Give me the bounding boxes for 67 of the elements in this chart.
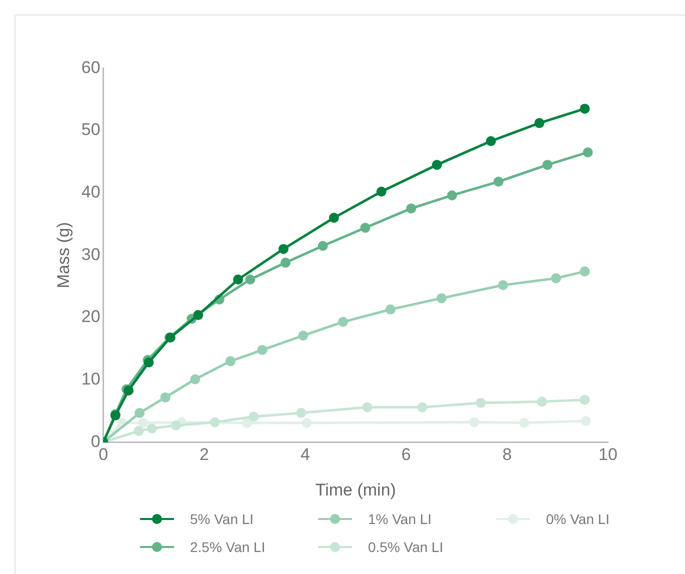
- point: [486, 136, 496, 146]
- point: [160, 392, 170, 402]
- legend-label: 0.5% Van LI: [368, 539, 444, 555]
- point: [338, 316, 348, 327]
- x-tick-label: 10: [598, 445, 618, 464]
- point: [278, 244, 288, 254]
- point: [298, 330, 308, 341]
- point: [580, 104, 590, 114]
- point: [193, 310, 204, 320]
- y-tick-label: 20: [81, 307, 100, 326]
- point: [536, 396, 547, 407]
- x-tick-label: 8: [502, 445, 512, 464]
- point: [170, 420, 181, 430]
- point: [493, 176, 504, 187]
- point: [328, 212, 339, 223]
- point: [257, 344, 268, 355]
- point: [519, 418, 530, 428]
- legend-label: 5% Van LI: [190, 511, 254, 527]
- point: [360, 222, 370, 233]
- point: [233, 274, 244, 285]
- point: [385, 304, 396, 314]
- point: [498, 280, 508, 290]
- point: [580, 416, 591, 426]
- legend-label: 2.5% Van LI: [190, 539, 266, 555]
- x-axis-title: Time (min): [315, 480, 396, 500]
- point: [582, 147, 593, 158]
- point: [146, 423, 157, 434]
- point: [534, 118, 544, 128]
- point: [406, 203, 416, 214]
- point: [138, 418, 148, 428]
- legend-label: 1% Van LI: [368, 511, 432, 527]
- point: [248, 412, 259, 422]
- point: [280, 258, 291, 268]
- point: [318, 240, 328, 251]
- x-tick-label: 6: [401, 445, 411, 464]
- point: [580, 394, 590, 405]
- x-tick-label: 2: [200, 445, 209, 464]
- point: [447, 190, 458, 200]
- point: [190, 374, 200, 384]
- point: [580, 266, 590, 276]
- point: [432, 160, 442, 170]
- point: [362, 402, 372, 412]
- y-tick-label: 40: [81, 182, 100, 202]
- point: [225, 356, 236, 366]
- y-tick-label: 30: [81, 244, 100, 264]
- y-tick-label: 10: [81, 370, 100, 389]
- point: [134, 408, 145, 418]
- point: [551, 273, 562, 284]
- y-axis-title: Mass (g): [54, 222, 73, 288]
- y-tick-label: 0: [90, 432, 100, 451]
- point: [469, 417, 480, 428]
- point: [302, 418, 312, 428]
- y-tick-label: 50: [81, 120, 100, 140]
- point: [245, 274, 256, 285]
- point: [417, 402, 428, 412]
- y-tick-label: 60: [81, 58, 100, 77]
- x-tick-label: 4: [300, 445, 310, 464]
- point: [144, 357, 154, 368]
- point: [542, 160, 552, 170]
- point: [476, 398, 486, 408]
- point: [134, 426, 144, 436]
- point: [210, 417, 220, 428]
- point: [376, 186, 386, 197]
- point: [436, 293, 446, 304]
- legend-label: 0% Van LI: [546, 511, 610, 527]
- point: [296, 408, 306, 418]
- point: [242, 418, 252, 428]
